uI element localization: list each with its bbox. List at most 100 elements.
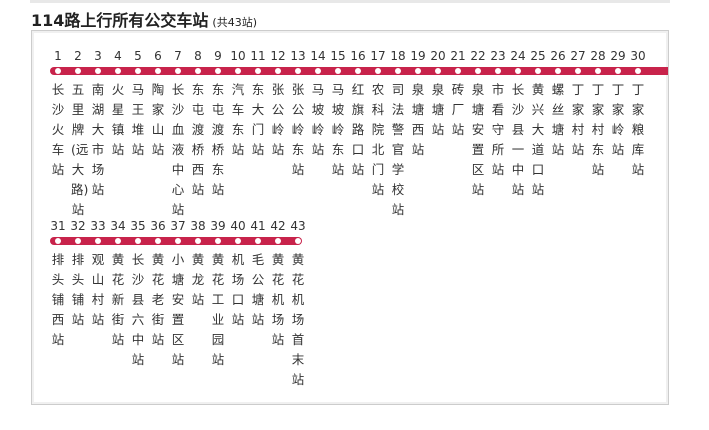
station-number: 17 (370, 49, 386, 63)
station-name[interactable]: 农科院北门站 (371, 82, 385, 197)
station-number: 15 (330, 49, 346, 63)
station-number: 34 (110, 219, 126, 233)
top-divider (30, 0, 670, 3)
station-number: 25 (530, 49, 546, 63)
station-name[interactable]: 黄花机场站 (271, 252, 285, 347)
station-list-panel: 1 长沙火车站 2 五里牌(远大路)站 3 南湖大市场站 4 火星镇站 5 马王堆站 6 陶家山站 7 长… (31, 30, 669, 405)
station-name[interactable]: 马坡岭东站 (331, 82, 345, 177)
station-dot (355, 68, 361, 74)
station-name[interactable]: 长沙火车站 (51, 82, 65, 177)
station-number: 14 (310, 49, 326, 63)
station-name[interactable]: 东屯渡桥东站 (211, 82, 225, 197)
station-number: 42 (270, 219, 286, 233)
station-number: 41 (250, 219, 266, 233)
station-dot (455, 68, 461, 74)
station-name[interactable]: 观山村站 (91, 252, 105, 327)
station-dot (135, 238, 141, 244)
station-number: 12 (270, 49, 286, 63)
station-number: 39 (210, 219, 226, 233)
station-name[interactable]: 泉塘安置区站 (471, 82, 485, 197)
station-dot (375, 68, 381, 74)
station-number: 37 (170, 219, 186, 233)
station-dot (175, 68, 181, 74)
station-name[interactable]: 丁家村站 (571, 82, 585, 157)
station-name[interactable]: 南湖大市场站 (91, 82, 105, 197)
station-number: 24 (510, 49, 526, 63)
station-dot (95, 238, 101, 244)
station-name[interactable]: 黄花工业园站 (211, 252, 225, 367)
station-dot (135, 68, 141, 74)
station-name[interactable]: 泉塘西站 (411, 82, 425, 157)
station-name[interactable]: 长沙县一中站 (511, 82, 525, 197)
station-name[interactable]: 火星镇站 (111, 82, 125, 157)
station-dot (275, 238, 281, 244)
station-number: 3 (94, 49, 102, 63)
station-number: 7 (174, 49, 182, 63)
station-name[interactable]: 东大门站 (251, 82, 265, 157)
station-number: 11 (250, 49, 266, 63)
station-number: 1 (54, 49, 62, 63)
station-name[interactable]: 丁家村东站 (591, 82, 605, 177)
station-name[interactable]: 泉塘站 (431, 82, 445, 137)
station-name[interactable]: 黄龙站 (191, 252, 205, 307)
station-dot (395, 68, 401, 74)
station-dot (615, 68, 621, 74)
station-name[interactable]: 张公岭站 (271, 82, 285, 157)
station-name[interactable]: 丁家岭站 (611, 82, 625, 157)
station-name[interactable]: 毛公塘站 (251, 252, 265, 327)
station-dot (435, 68, 441, 74)
station-name[interactable]: 小塘安置区站 (171, 252, 185, 367)
station-dot (195, 68, 201, 74)
station-dot (515, 68, 521, 74)
station-number: 33 (90, 219, 106, 233)
station-name[interactable]: 排头铺站 (71, 252, 85, 327)
station-dot (175, 238, 181, 244)
station-name[interactable]: 马坡岭站 (311, 82, 325, 157)
station-name[interactable]: 马王堆站 (131, 82, 145, 157)
station-dot (55, 238, 61, 244)
station-dot (255, 238, 261, 244)
station-dot (55, 68, 61, 74)
station-name[interactable]: 丁家粮库站 (631, 82, 645, 177)
station-number: 23 (490, 49, 506, 63)
station-name[interactable]: 市看守所站 (491, 82, 505, 177)
station-name[interactable]: 排头铺西站 (51, 252, 65, 347)
station-dot (115, 238, 121, 244)
station-count: (共43站) (212, 16, 257, 29)
station-name[interactable]: 砖厂站 (451, 82, 465, 137)
station-name[interactable]: 黄花新街站 (111, 252, 125, 347)
station-dot (215, 238, 221, 244)
station-name[interactable]: 东屯渡桥西站 (191, 82, 205, 197)
station-number: 35 (130, 219, 146, 233)
station-number: 28 (590, 49, 606, 63)
station-name[interactable]: 黄兴大道口站 (531, 82, 545, 197)
station-name[interactable]: 红旗路口站 (351, 82, 365, 177)
station-dot (255, 68, 261, 74)
station-name[interactable]: 黄花老街站 (151, 252, 165, 347)
station-name[interactable]: 汽车东站 (231, 82, 245, 157)
station-dot (75, 238, 81, 244)
station-number: 2 (74, 49, 82, 63)
station-dot (535, 68, 541, 74)
station-name[interactable]: 五里牌(远大路)站 (71, 82, 89, 217)
station-number: 32 (70, 219, 86, 233)
station-dot (95, 68, 101, 74)
station-number: 40 (230, 219, 246, 233)
station-name[interactable]: 陶家山站 (151, 82, 165, 157)
station-dot (295, 68, 301, 74)
station-name[interactable]: 螺丝塘站 (551, 82, 565, 157)
station-name[interactable]: 张公岭东站 (291, 82, 305, 177)
station-dot (335, 68, 341, 74)
station-number: 31 (50, 219, 66, 233)
station-name[interactable]: 黄花机场首末站 (291, 252, 305, 387)
station-number: 18 (390, 49, 406, 63)
station-name[interactable]: 长沙县六中站 (131, 252, 145, 367)
station-name[interactable]: 机场口站 (231, 252, 245, 327)
station-number: 9 (214, 49, 222, 63)
page-title: 114路上行所有公交车站 (共43站) (31, 7, 257, 31)
station-number: 5 (134, 49, 142, 63)
station-number: 29 (610, 49, 626, 63)
station-name[interactable]: 司法警官学校站 (391, 82, 405, 217)
station-dot (235, 68, 241, 74)
station-name[interactable]: 长沙血液中心站 (171, 82, 185, 217)
